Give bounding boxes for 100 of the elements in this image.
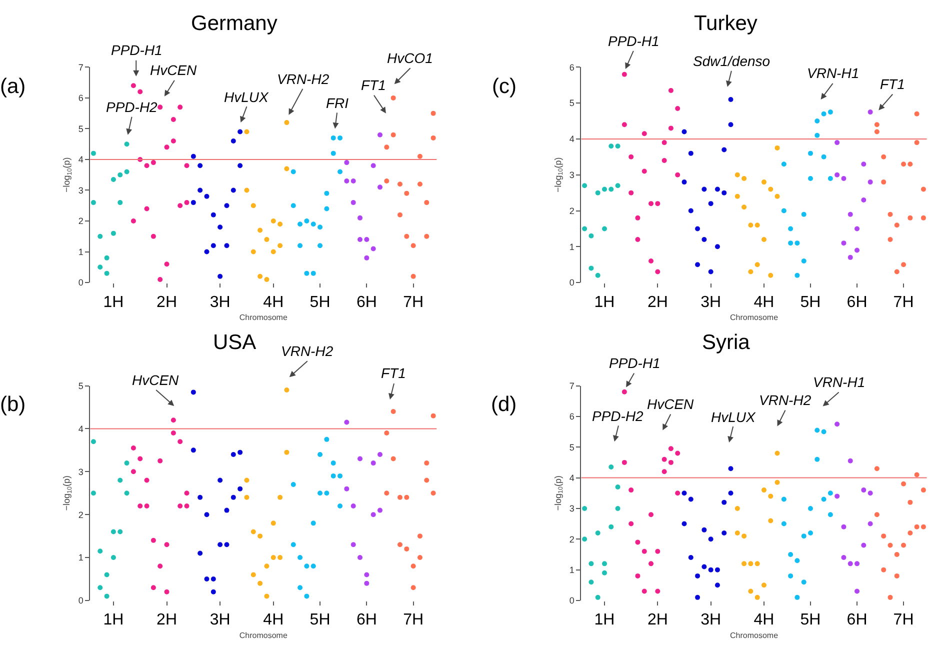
y-tick-label: 6 (569, 62, 574, 72)
y-tick-label: 2 (569, 534, 574, 544)
point (788, 240, 794, 246)
point (364, 580, 370, 586)
x-tick-label: 2H (647, 294, 668, 311)
point (668, 446, 674, 452)
point (722, 147, 727, 152)
point (138, 456, 143, 462)
point (828, 110, 833, 115)
point (695, 573, 700, 578)
y-tick-label: 5 (78, 124, 84, 134)
point (90, 200, 96, 206)
annotation: FT1 (880, 76, 905, 92)
point (284, 166, 290, 172)
point (881, 567, 886, 572)
point (635, 236, 640, 242)
point (370, 512, 376, 518)
point (841, 524, 846, 530)
point (397, 542, 402, 548)
point (874, 466, 880, 472)
point (110, 230, 116, 236)
point (358, 215, 363, 220)
point (130, 83, 136, 88)
point (774, 480, 780, 485)
y-tick-label: 3 (569, 170, 574, 180)
point (190, 448, 196, 453)
x-tick-label: 7H (893, 612, 914, 629)
point (184, 200, 190, 206)
point (184, 490, 190, 496)
point (861, 488, 866, 493)
point (190, 390, 196, 395)
text: PPD-H1 (111, 42, 162, 58)
point (417, 182, 422, 187)
point (178, 104, 183, 110)
point (628, 521, 634, 526)
x-tick-label: 1H (594, 612, 615, 629)
point (874, 122, 880, 128)
point (794, 558, 800, 564)
x-tick-label: 5H (310, 612, 330, 629)
point (821, 154, 826, 160)
point (350, 178, 356, 184)
point (848, 561, 853, 566)
point (198, 550, 203, 556)
x-tick-label: 6H (846, 612, 868, 629)
point (602, 226, 607, 232)
point (808, 176, 813, 181)
point (642, 588, 647, 594)
point (868, 180, 873, 185)
point (628, 488, 634, 493)
point (648, 201, 654, 206)
point (90, 150, 96, 156)
y-tick-label: 0 (569, 278, 574, 288)
point (602, 186, 607, 192)
point (397, 182, 402, 187)
y-tick-label: 4 (569, 134, 574, 144)
point (734, 530, 740, 536)
point (702, 564, 707, 570)
point (230, 138, 236, 144)
point (834, 422, 840, 427)
point (244, 478, 250, 483)
point (424, 234, 430, 239)
point (124, 142, 130, 147)
point (682, 521, 687, 526)
point (781, 521, 786, 526)
point (198, 188, 203, 193)
point (324, 436, 330, 442)
point (204, 249, 210, 254)
point (290, 482, 296, 488)
point (324, 206, 330, 212)
point (608, 464, 614, 470)
y-tick-label: 2 (569, 206, 574, 216)
point (410, 585, 416, 590)
point (908, 162, 913, 167)
x-tick-label: 6H (356, 294, 377, 311)
point (430, 135, 436, 140)
point (218, 542, 223, 548)
point (861, 197, 866, 202)
point (608, 144, 614, 149)
y-tick-label: 4 (78, 424, 84, 434)
point (748, 561, 754, 566)
point (615, 144, 620, 149)
point (635, 215, 640, 220)
point (808, 150, 813, 156)
point (238, 163, 243, 168)
point (330, 135, 336, 140)
point (808, 506, 813, 511)
point (655, 588, 660, 594)
point (224, 508, 230, 513)
point (901, 262, 906, 268)
point (384, 430, 390, 436)
point (118, 200, 123, 206)
point (98, 264, 103, 270)
point (881, 154, 886, 160)
point (688, 496, 694, 502)
point (582, 183, 588, 188)
point (178, 439, 183, 444)
point (390, 95, 396, 100)
point (230, 494, 236, 500)
text: PPD-H1 (609, 355, 660, 371)
point (582, 506, 588, 511)
